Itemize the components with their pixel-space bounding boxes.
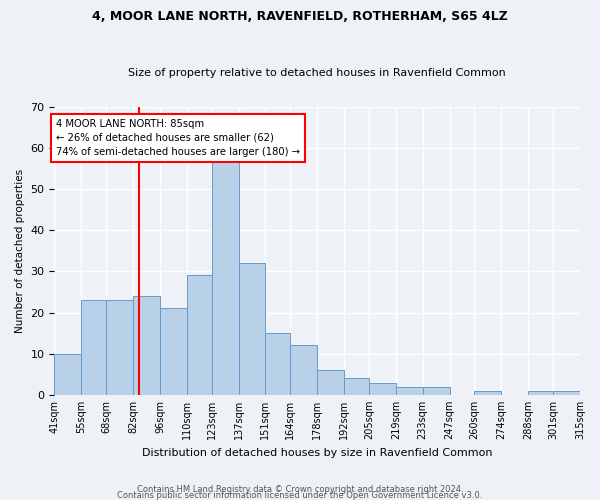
Bar <box>317 370 344 395</box>
Bar <box>106 300 133 395</box>
Bar <box>475 391 502 395</box>
Text: Contains HM Land Registry data © Crown copyright and database right 2024.: Contains HM Land Registry data © Crown c… <box>137 484 463 494</box>
Bar <box>160 308 187 395</box>
Bar <box>528 391 553 395</box>
Bar <box>344 378 369 395</box>
Bar <box>290 346 317 395</box>
Text: 4 MOOR LANE NORTH: 85sqm
← 26% of detached houses are smaller (62)
74% of semi-d: 4 MOOR LANE NORTH: 85sqm ← 26% of detach… <box>56 119 301 157</box>
Bar <box>239 263 265 395</box>
Bar <box>133 296 160 395</box>
Title: Size of property relative to detached houses in Ravenfield Common: Size of property relative to detached ho… <box>128 68 506 78</box>
Bar <box>553 391 580 395</box>
Bar <box>423 386 449 395</box>
Text: 4, MOOR LANE NORTH, RAVENFIELD, ROTHERHAM, S65 4LZ: 4, MOOR LANE NORTH, RAVENFIELD, ROTHERHA… <box>92 10 508 23</box>
X-axis label: Distribution of detached houses by size in Ravenfield Common: Distribution of detached houses by size … <box>142 448 493 458</box>
Bar <box>265 333 290 395</box>
Bar <box>396 386 423 395</box>
Bar <box>55 354 81 395</box>
Bar <box>212 152 239 395</box>
Bar <box>81 300 106 395</box>
Y-axis label: Number of detached properties: Number of detached properties <box>15 168 25 333</box>
Text: Contains public sector information licensed under the Open Government Licence v3: Contains public sector information licen… <box>118 490 482 500</box>
Bar <box>187 276 212 395</box>
Bar <box>369 382 396 395</box>
